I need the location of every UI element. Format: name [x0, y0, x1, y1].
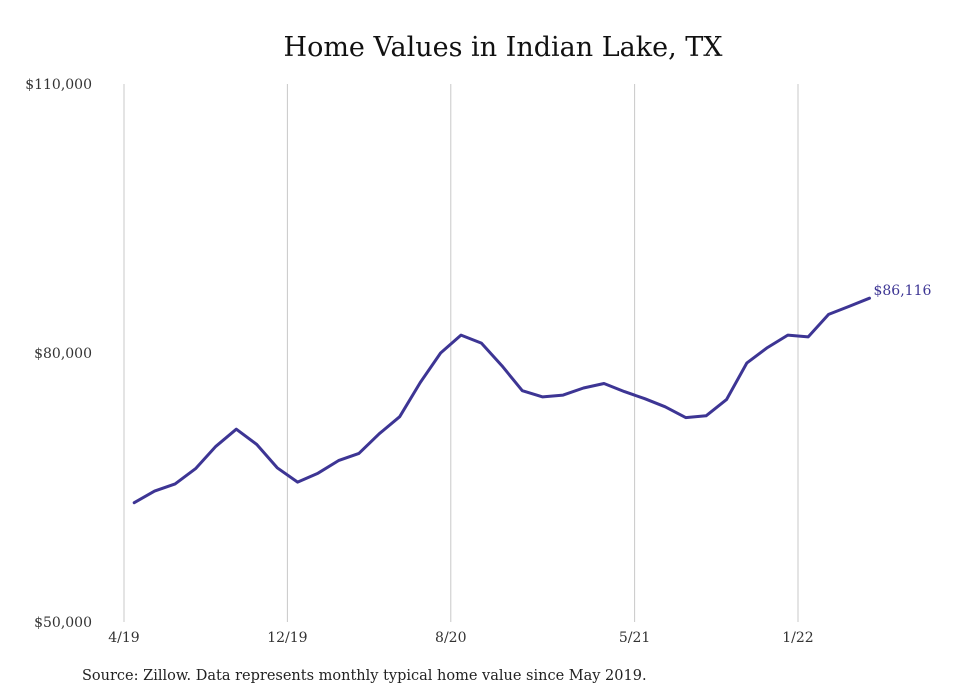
x-tick-label: 1/22 [782, 630, 813, 646]
data-point [868, 297, 871, 300]
data-point [214, 445, 217, 448]
data-point [357, 452, 360, 455]
data-point [766, 346, 769, 349]
data-point [725, 398, 728, 401]
data-point [460, 334, 463, 337]
chart-title: Home Values in Indian Lake, TX [283, 32, 723, 63]
data-point [643, 397, 646, 400]
series-line [132, 296, 871, 505]
data-point [684, 416, 687, 419]
data-point [521, 389, 524, 392]
data-point [745, 361, 748, 364]
data-point [419, 381, 422, 384]
y-tick-label: $50,000 [34, 615, 92, 631]
data-point [317, 472, 320, 475]
data-point [296, 481, 299, 484]
y-tick-label: $80,000 [34, 346, 92, 362]
y-axis-ticks: $50,000 $80,000 $110,000 [25, 77, 92, 631]
x-tick-label: 5/21 [619, 630, 650, 646]
data-point [827, 313, 830, 316]
y-tick-label: $110,000 [25, 77, 92, 93]
data-point [541, 395, 544, 398]
data-point [582, 386, 585, 389]
data-point [807, 335, 810, 338]
source-note: Source: Zillow. Data represents monthly … [82, 668, 647, 684]
data-point [602, 382, 605, 385]
x-tick-label: 12/19 [267, 630, 307, 646]
data-point [786, 334, 789, 337]
data-point [153, 490, 156, 493]
x-tick-label: 8/20 [435, 630, 466, 646]
data-point [623, 390, 626, 393]
data-point [664, 405, 667, 408]
data-point [174, 482, 177, 485]
data-point [276, 466, 279, 469]
data-point [378, 432, 381, 435]
data-point [500, 364, 503, 367]
data-point [133, 501, 136, 504]
x-axis-ticks: 4/19 12/19 8/20 5/21 1/22 [108, 630, 813, 646]
data-point [337, 459, 340, 462]
data-point [439, 352, 442, 355]
data-point [235, 428, 238, 431]
x-tick-label: 4/19 [108, 630, 139, 646]
data-point [480, 342, 483, 345]
series-layer: $86,116 [132, 283, 931, 505]
data-point [194, 467, 197, 470]
data-point [255, 443, 258, 446]
data-point [398, 415, 401, 418]
data-point [562, 394, 565, 397]
grid-lines [123, 84, 799, 622]
end-value-label: $86,116 [873, 283, 931, 299]
data-point [705, 414, 708, 417]
data-point [848, 305, 851, 308]
